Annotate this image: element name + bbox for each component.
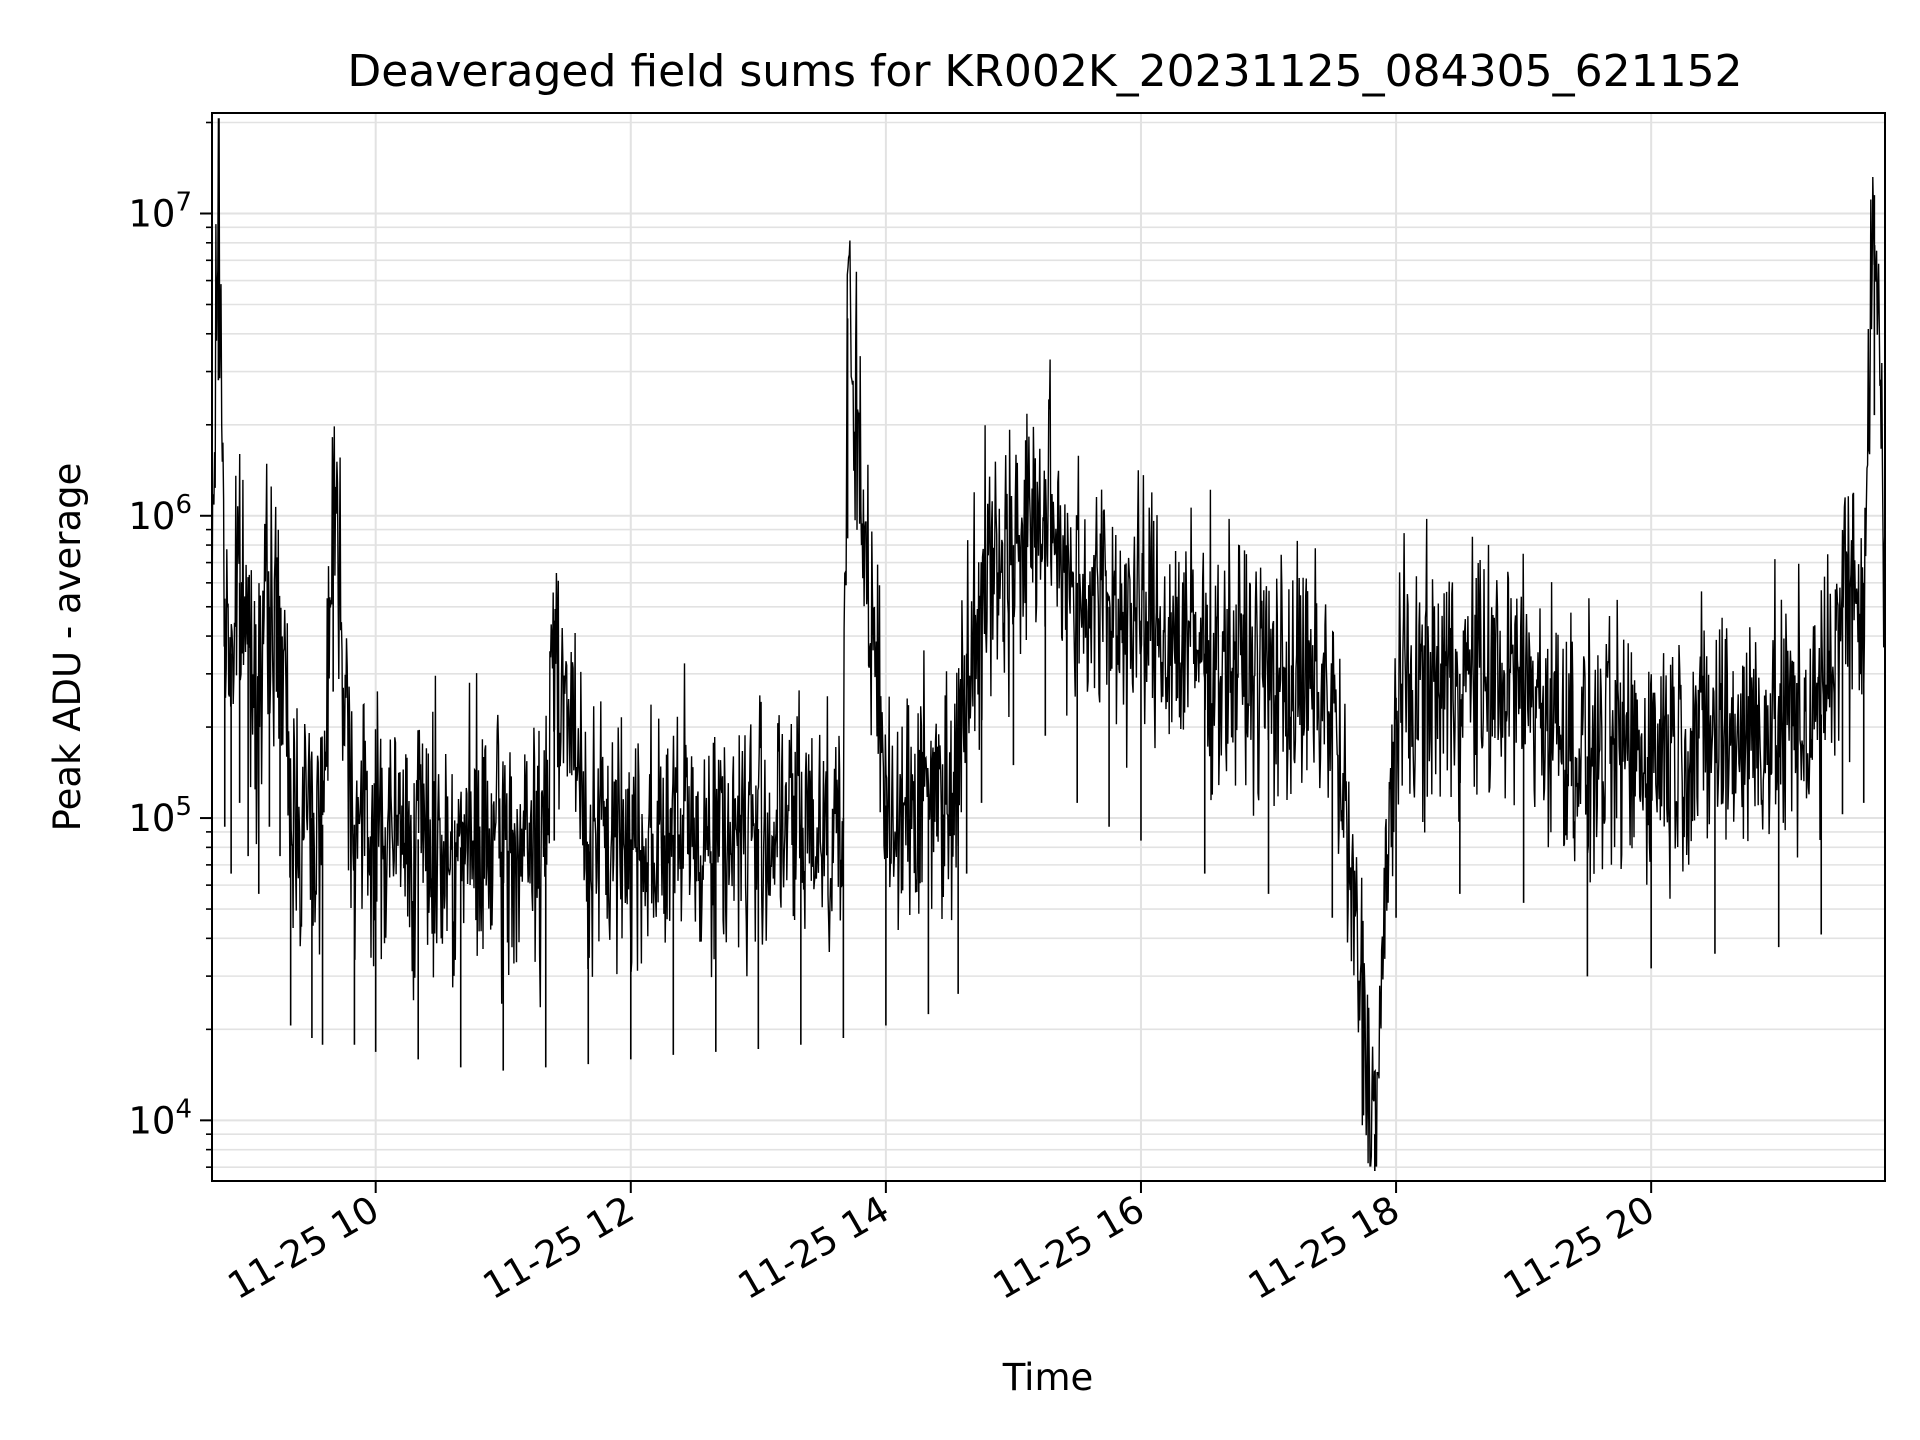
y-tick-base: 10: [128, 495, 175, 538]
y-tick-exponent: 5: [175, 792, 192, 822]
x-tick-label: 11-25 14: [731, 1188, 897, 1308]
plot-frame: [211, 112, 1886, 1182]
y-tick-label: 105: [128, 792, 192, 840]
y-axis-label: Peak ADU - average: [46, 463, 89, 832]
chart-title: Deaveraged field sums for KR002K_2023112…: [347, 46, 1742, 97]
x-axis-label: Time: [1002, 1356, 1094, 1399]
y-tick-exponent: 7: [175, 187, 192, 217]
x-tick-label: 11-25 10: [221, 1188, 387, 1308]
x-tick-label: 11-25 18: [1241, 1188, 1407, 1308]
y-tick-label: 107: [128, 187, 192, 235]
x-tick-label: 11-25 16: [986, 1188, 1152, 1308]
series-trace: [211, 118, 1886, 1167]
grid: [212, 113, 1885, 1181]
x-axis: 11-25 10 11-25 12 11-25 14 11-25 16 11-25 18…: [221, 1181, 1662, 1308]
x-tick-label: 11-25 20: [1496, 1188, 1662, 1308]
y-tick-base: 10: [128, 797, 175, 840]
y-tick-label: 104: [128, 1094, 192, 1142]
y-tick-exponent: 6: [175, 490, 192, 520]
y-tick-base: 10: [128, 192, 175, 235]
y-tick-exponent: 4: [175, 1094, 192, 1124]
y-tick-label: 106: [128, 490, 192, 538]
x-tick-label: 11-25 12: [476, 1188, 642, 1308]
series-line: [211, 118, 1886, 1171]
y-tick-base: 10: [128, 1099, 175, 1142]
